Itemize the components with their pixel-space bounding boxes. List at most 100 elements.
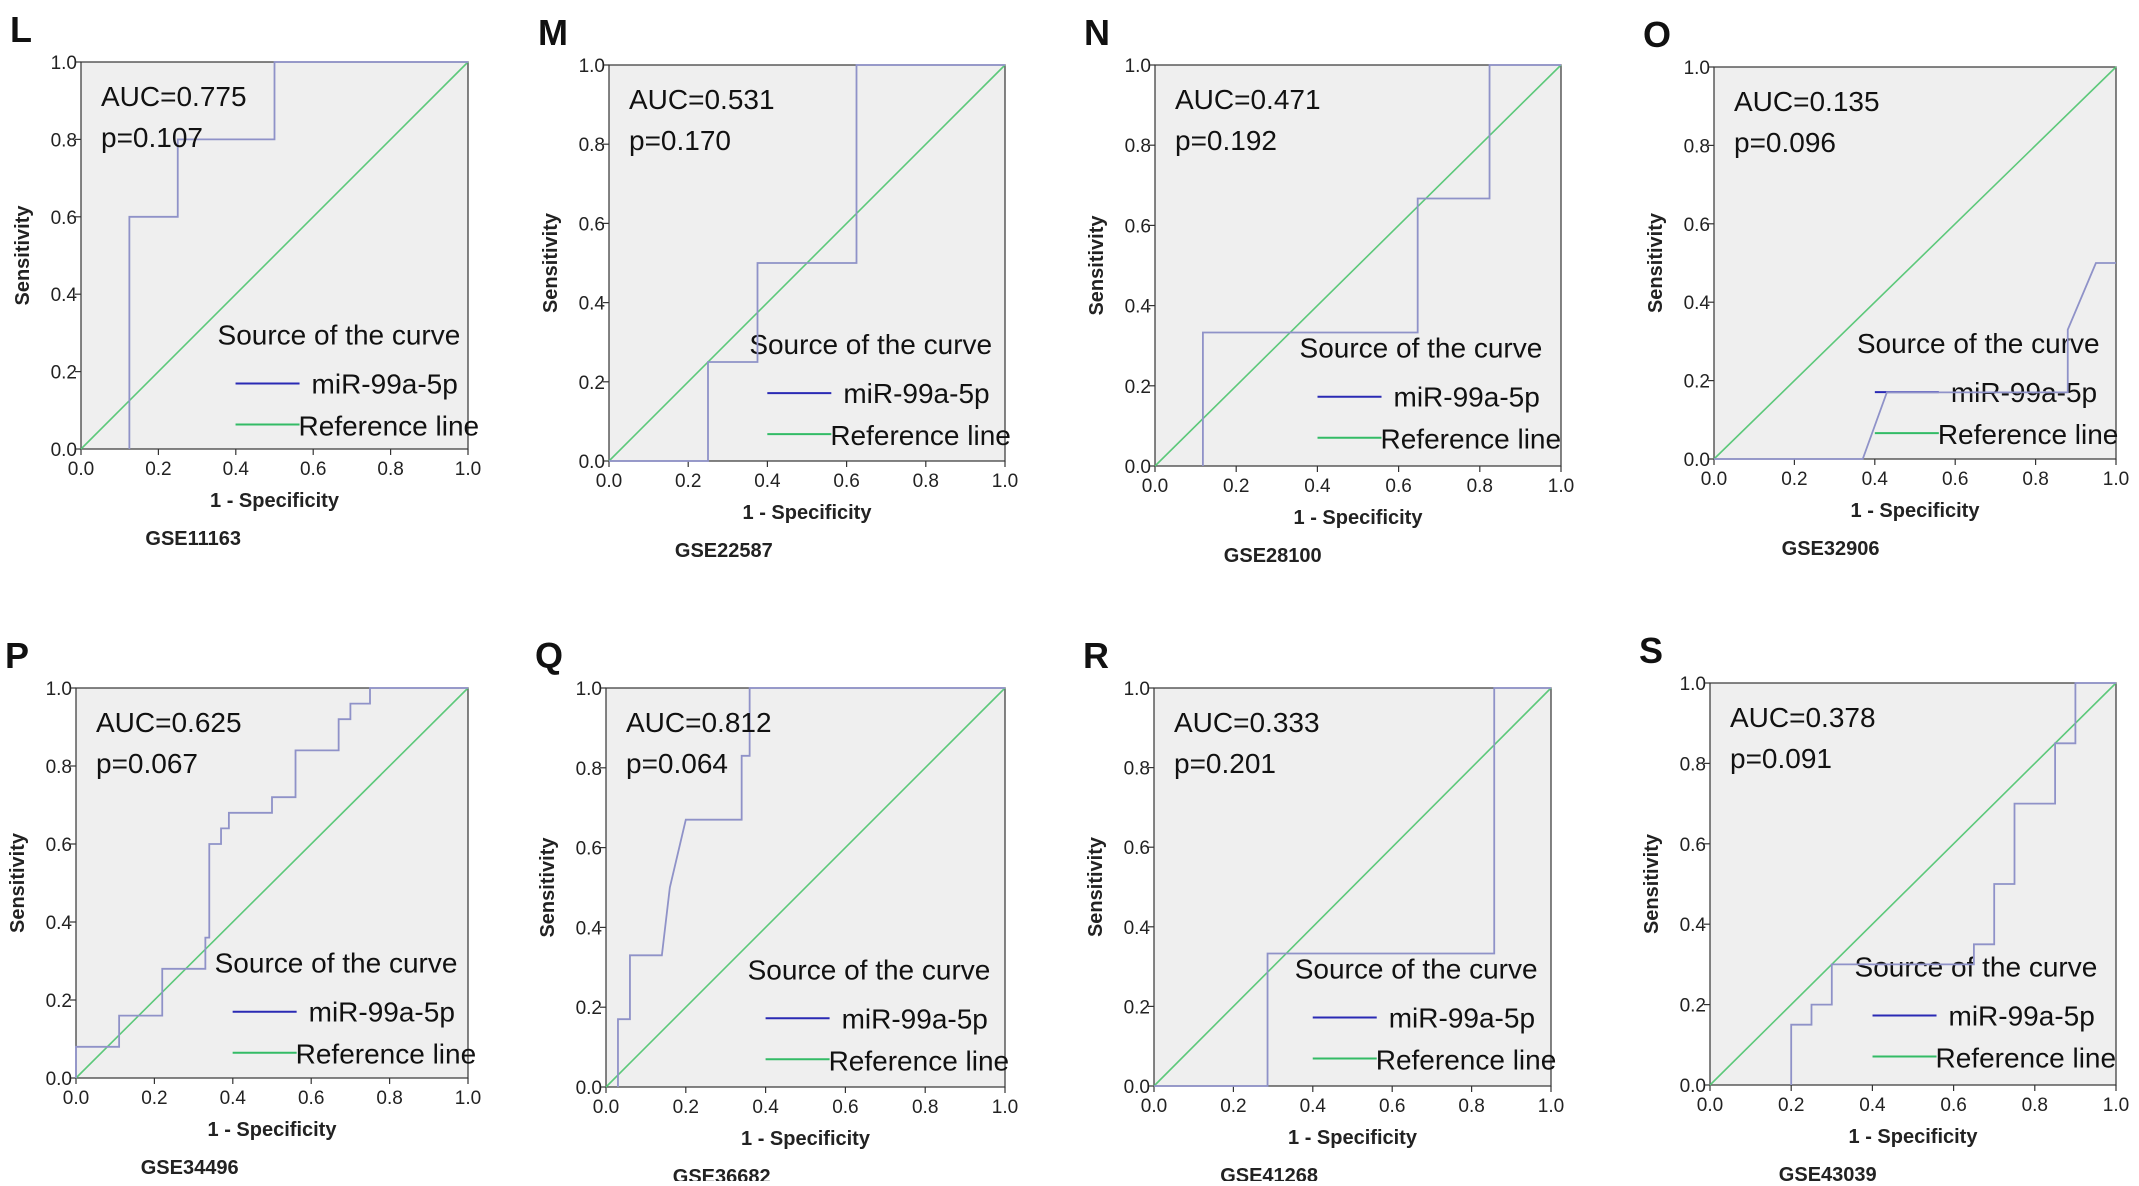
x-tick-label: 0.0 <box>596 471 622 492</box>
panel-letter: M <box>538 12 568 53</box>
x-axis-title: 1 - Specificity <box>741 1128 871 1150</box>
p-value-annotation: p=0.064 <box>626 748 728 779</box>
reference-line <box>1154 64 1562 467</box>
p-value-annotation: p=0.192 <box>1175 125 1277 156</box>
y-tick-label: 0.4 <box>1125 297 1152 318</box>
x-tick-label: 0.6 <box>1379 1096 1405 1117</box>
y-tick-label: 0.0 <box>1684 450 1710 471</box>
x-tick-label: 0.8 <box>2022 469 2048 490</box>
x-tick-label: 0.6 <box>1942 469 1968 490</box>
y-axis-title: Sensitivity <box>12 205 34 306</box>
y-tick-label: 0.2 <box>1680 996 1706 1017</box>
x-tick-label: 1.0 <box>1548 476 1574 497</box>
y-tick-label: 1.0 <box>46 679 72 700</box>
x-axis-title: 1 - Specificity <box>210 490 340 512</box>
legend-title: Source of the curve <box>1300 333 1543 364</box>
p-value-annotation: p=0.201 <box>1174 748 1276 779</box>
x-tick-label: 0.6 <box>1385 476 1411 497</box>
roc-curve <box>609 64 1005 462</box>
y-tick-label: 1.0 <box>579 56 605 77</box>
y-tick-label: 1.0 <box>1124 679 1150 700</box>
y-tick-label: 0.2 <box>1125 377 1151 398</box>
y-axis-title: Sensitivity <box>1085 836 1107 937</box>
roc-panel-m: M 0.00.0 0.2 0.2 0.4 0.4 0.6 0.6 0.8 0.8 1.0 1.0 1 -… <box>538 12 1018 562</box>
y-tick-label: 0.6 <box>1684 215 1710 236</box>
roc-curve <box>1154 687 1551 1087</box>
panel-letter: R <box>1083 635 1109 676</box>
dataset-caption: GSE28100 <box>1224 545 1322 567</box>
y-tick-label: 0.4 <box>46 913 73 934</box>
legend-reference-label: Reference line <box>1938 419 2119 450</box>
x-tick-label: 0.8 <box>913 471 939 492</box>
x-tick-label: 0.2 <box>1778 1095 1804 1116</box>
y-tick-label: 0.0 <box>579 452 605 473</box>
legend-reference-label: Reference line <box>299 411 480 442</box>
y-tick-label: 0.6 <box>1125 216 1151 237</box>
y-tick-label: 0.0 <box>46 1069 72 1090</box>
panel-letter: O <box>1643 14 1671 55</box>
legend-reference-label: Reference line <box>296 1039 477 1070</box>
x-tick-label: 0.2 <box>1781 469 1807 490</box>
y-tick-label: 0.2 <box>1684 372 1710 393</box>
y-tick-label: 1.0 <box>576 679 602 700</box>
x-tick-label: 0.2 <box>141 1088 167 1109</box>
x-tick-label: 0.4 <box>220 1088 247 1109</box>
legend-curve-label: miR-99a-5p <box>312 369 458 400</box>
reference-line <box>1709 682 2117 1086</box>
x-tick-label: 1.0 <box>455 1088 481 1109</box>
y-tick-label: 0.8 <box>1684 136 1710 157</box>
y-tick-label: 0.2 <box>51 363 77 384</box>
x-tick-label: 0.2 <box>673 1097 699 1118</box>
y-tick-label: 0.8 <box>1124 759 1150 780</box>
p-value-annotation: p=0.067 <box>96 748 198 779</box>
legend-title: Source of the curve <box>748 954 991 985</box>
y-tick-label: 0.8 <box>1125 136 1151 157</box>
x-tick-label: 0.6 <box>300 459 326 480</box>
x-tick-label: 0.8 <box>912 1097 938 1118</box>
x-tick-label: 0.0 <box>1141 1096 1167 1117</box>
panel-letter: N <box>1084 12 1110 53</box>
y-tick-label: 0.4 <box>579 294 606 315</box>
reference-line <box>605 687 1006 1088</box>
y-tick-label: 0.6 <box>46 835 72 856</box>
y-axis-title: Sensitivity <box>1645 212 1667 313</box>
y-tick-label: 1.0 <box>51 53 77 74</box>
x-tick-label: 0.6 <box>832 1097 858 1118</box>
x-tick-label: 0.0 <box>68 459 94 480</box>
roc-curve <box>1714 262 2116 460</box>
x-tick-label: 0.4 <box>1300 1096 1327 1117</box>
x-tick-label: 1.0 <box>2103 1095 2129 1116</box>
legend-title: Source of the curve <box>1857 328 2100 359</box>
x-tick-label: 0.2 <box>145 459 171 480</box>
y-tick-label: 1.0 <box>1684 58 1710 79</box>
x-tick-label: 0.0 <box>593 1097 619 1118</box>
x-tick-label: 0.8 <box>2022 1095 2048 1116</box>
auc-annotation: AUC=0.378 <box>1730 702 1876 733</box>
y-tick-label: 0.4 <box>51 285 78 306</box>
x-tick-label: 0.0 <box>63 1088 89 1109</box>
legend-reference-label: Reference line <box>1376 1045 1557 1076</box>
y-tick-label: 0.0 <box>1124 1077 1150 1098</box>
y-tick-label: 0.8 <box>579 135 605 156</box>
y-tick-label: 0.8 <box>1680 754 1706 775</box>
x-tick-label: 0.4 <box>1304 476 1331 497</box>
y-axis-title: Sensitivity <box>7 832 29 933</box>
x-axis-title: 1 - Specificity <box>1294 507 1424 529</box>
y-tick-label: 0.6 <box>1124 838 1150 859</box>
x-tick-label: 0.2 <box>1220 1096 1246 1117</box>
x-tick-label: 0.8 <box>1467 476 1493 497</box>
y-tick-label: 0.0 <box>1680 1076 1706 1097</box>
legend-reference-label: Reference line <box>830 420 1011 451</box>
y-axis-title: Sensitivity <box>1086 215 1108 316</box>
x-tick-label: 0.4 <box>752 1097 779 1118</box>
y-tick-label: 0.4 <box>1124 918 1151 939</box>
x-tick-label: 0.2 <box>675 471 701 492</box>
legend-title: Source of the curve <box>1295 954 1538 985</box>
x-tick-label: 0.6 <box>1940 1095 1966 1116</box>
y-tick-label: 0.2 <box>576 998 602 1019</box>
auc-annotation: AUC=0.333 <box>1174 707 1320 738</box>
x-tick-label: 0.6 <box>298 1088 324 1109</box>
legend-title: Source of the curve <box>215 948 458 979</box>
roc-panel-o: O 0.00.0 0.2 0.2 0.4 0.4 0.6 0.6 0.8 0.8 1.0 1.0 1 -… <box>1643 14 2129 560</box>
roc-curve <box>617 687 1005 1087</box>
